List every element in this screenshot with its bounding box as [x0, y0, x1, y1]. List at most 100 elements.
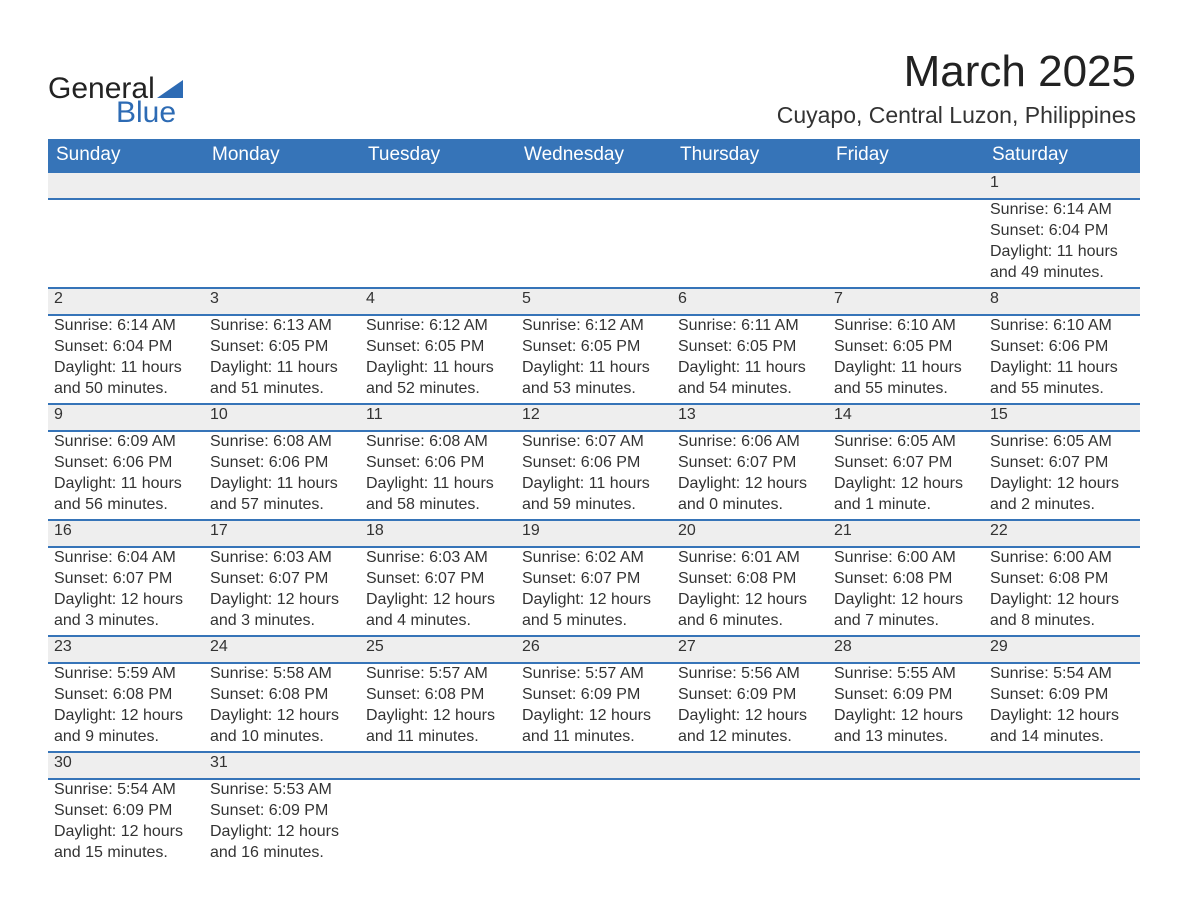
day-number: 11	[360, 404, 516, 431]
sunrise-text: Sunrise: 6:02 AM	[522, 548, 666, 569]
sunrise-text: Sunrise: 6:10 AM	[990, 316, 1134, 337]
sunrise-text: Sunrise: 6:00 AM	[834, 548, 978, 569]
day-number: 1	[984, 172, 1140, 199]
daylight-text: Daylight: 11 hours and 55 minutes.	[834, 358, 978, 400]
day-number	[984, 752, 1140, 779]
sunrise-text: Sunrise: 5:59 AM	[54, 664, 198, 685]
sunrise-text: Sunrise: 6:07 AM	[522, 432, 666, 453]
day-cell: Sunrise: 6:08 AMSunset: 6:06 PMDaylight:…	[360, 431, 516, 520]
sunrise-text: Sunrise: 6:14 AM	[990, 200, 1134, 221]
daylight-text: Daylight: 12 hours and 15 minutes.	[54, 822, 198, 864]
daylight-text: Daylight: 12 hours and 3 minutes.	[210, 590, 354, 632]
day-number	[360, 752, 516, 779]
day-cell: Sunrise: 6:12 AMSunset: 6:05 PMDaylight:…	[360, 315, 516, 404]
sunrise-text: Sunrise: 6:08 AM	[366, 432, 510, 453]
day-number: 14	[828, 404, 984, 431]
day-number: 3	[204, 288, 360, 315]
daylight-text: Daylight: 12 hours and 0 minutes.	[678, 474, 822, 516]
day-cell	[204, 199, 360, 288]
sunset-text: Sunset: 6:07 PM	[990, 453, 1134, 474]
day-number: 2	[48, 288, 204, 315]
sunset-text: Sunset: 6:09 PM	[990, 685, 1134, 706]
day-number: 28	[828, 636, 984, 663]
title-block: March 2025 Cuyapo, Central Luzon, Philip…	[777, 48, 1140, 129]
sunset-text: Sunset: 6:06 PM	[210, 453, 354, 474]
day-cell: Sunrise: 6:08 AMSunset: 6:06 PMDaylight:…	[204, 431, 360, 520]
day-cell	[828, 779, 984, 867]
day-cell	[672, 779, 828, 867]
daylight-text: Daylight: 12 hours and 10 minutes.	[210, 706, 354, 748]
sunset-text: Sunset: 6:08 PM	[678, 569, 822, 590]
day-number	[48, 172, 204, 199]
day-cell: Sunrise: 6:14 AMSunset: 6:04 PMDaylight:…	[984, 199, 1140, 288]
day-cell: Sunrise: 6:13 AMSunset: 6:05 PMDaylight:…	[204, 315, 360, 404]
day-number: 8	[984, 288, 1140, 315]
day-info-row: Sunrise: 6:14 AMSunset: 6:04 PMDaylight:…	[48, 199, 1140, 288]
day-cell: Sunrise: 6:00 AMSunset: 6:08 PMDaylight:…	[984, 547, 1140, 636]
weekday-header: Monday	[204, 139, 360, 172]
day-number-row: 2345678	[48, 288, 1140, 315]
sunset-text: Sunset: 6:08 PM	[990, 569, 1134, 590]
daylight-text: Daylight: 11 hours and 57 minutes.	[210, 474, 354, 516]
daylight-text: Daylight: 12 hours and 6 minutes.	[678, 590, 822, 632]
day-info-row: Sunrise: 6:14 AMSunset: 6:04 PMDaylight:…	[48, 315, 1140, 404]
sunset-text: Sunset: 6:04 PM	[54, 337, 198, 358]
daylight-text: Daylight: 11 hours and 59 minutes.	[522, 474, 666, 516]
sunrise-text: Sunrise: 5:56 AM	[678, 664, 822, 685]
sunrise-text: Sunrise: 6:05 AM	[834, 432, 978, 453]
sunset-text: Sunset: 6:07 PM	[522, 569, 666, 590]
sunset-text: Sunset: 6:05 PM	[522, 337, 666, 358]
sunset-text: Sunset: 6:05 PM	[210, 337, 354, 358]
day-number	[360, 172, 516, 199]
daylight-text: Daylight: 12 hours and 4 minutes.	[366, 590, 510, 632]
sunset-text: Sunset: 6:06 PM	[990, 337, 1134, 358]
day-number: 27	[672, 636, 828, 663]
day-number: 4	[360, 288, 516, 315]
day-cell: Sunrise: 5:56 AMSunset: 6:09 PMDaylight:…	[672, 663, 828, 752]
day-number-row: 9101112131415	[48, 404, 1140, 431]
sunset-text: Sunset: 6:07 PM	[834, 453, 978, 474]
day-cell	[984, 779, 1140, 867]
daylight-text: Daylight: 11 hours and 53 minutes.	[522, 358, 666, 400]
weekday-header: Tuesday	[360, 139, 516, 172]
day-cell: Sunrise: 6:04 AMSunset: 6:07 PMDaylight:…	[48, 547, 204, 636]
day-cell	[828, 199, 984, 288]
sunrise-text: Sunrise: 5:55 AM	[834, 664, 978, 685]
day-number-row: 16171819202122	[48, 520, 1140, 547]
daylight-text: Daylight: 11 hours and 56 minutes.	[54, 474, 198, 516]
weekday-header: Sunday	[48, 139, 204, 172]
sunrise-text: Sunrise: 5:53 AM	[210, 780, 354, 801]
day-number-row: 23242526272829	[48, 636, 1140, 663]
sunrise-text: Sunrise: 6:04 AM	[54, 548, 198, 569]
sunrise-text: Sunrise: 6:06 AM	[678, 432, 822, 453]
day-cell: Sunrise: 6:07 AMSunset: 6:06 PMDaylight:…	[516, 431, 672, 520]
day-cell	[360, 199, 516, 288]
day-number: 10	[204, 404, 360, 431]
daylight-text: Daylight: 12 hours and 9 minutes.	[54, 706, 198, 748]
day-number	[828, 172, 984, 199]
day-cell: Sunrise: 6:10 AMSunset: 6:05 PMDaylight:…	[828, 315, 984, 404]
sunset-text: Sunset: 6:06 PM	[54, 453, 198, 474]
sunrise-text: Sunrise: 6:08 AM	[210, 432, 354, 453]
sunset-text: Sunset: 6:05 PM	[834, 337, 978, 358]
sunrise-text: Sunrise: 5:57 AM	[522, 664, 666, 685]
sunset-text: Sunset: 6:07 PM	[54, 569, 198, 590]
day-number: 31	[204, 752, 360, 779]
daylight-text: Daylight: 12 hours and 11 minutes.	[522, 706, 666, 748]
sunrise-text: Sunrise: 6:09 AM	[54, 432, 198, 453]
day-number: 15	[984, 404, 1140, 431]
weekday-header: Saturday	[984, 139, 1140, 172]
calendar-page: General Blue March 2025 Cuyapo, Central …	[0, 0, 1188, 918]
header: General Blue March 2025 Cuyapo, Central …	[48, 48, 1140, 129]
day-number	[204, 172, 360, 199]
daylight-text: Daylight: 12 hours and 8 minutes.	[990, 590, 1134, 632]
sunset-text: Sunset: 6:05 PM	[678, 337, 822, 358]
sunset-text: Sunset: 6:09 PM	[522, 685, 666, 706]
sunset-text: Sunset: 6:07 PM	[678, 453, 822, 474]
sunrise-text: Sunrise: 6:10 AM	[834, 316, 978, 337]
sunrise-text: Sunrise: 6:05 AM	[990, 432, 1134, 453]
day-cell	[48, 199, 204, 288]
day-number	[516, 752, 672, 779]
sunset-text: Sunset: 6:08 PM	[210, 685, 354, 706]
daylight-text: Daylight: 12 hours and 14 minutes.	[990, 706, 1134, 748]
